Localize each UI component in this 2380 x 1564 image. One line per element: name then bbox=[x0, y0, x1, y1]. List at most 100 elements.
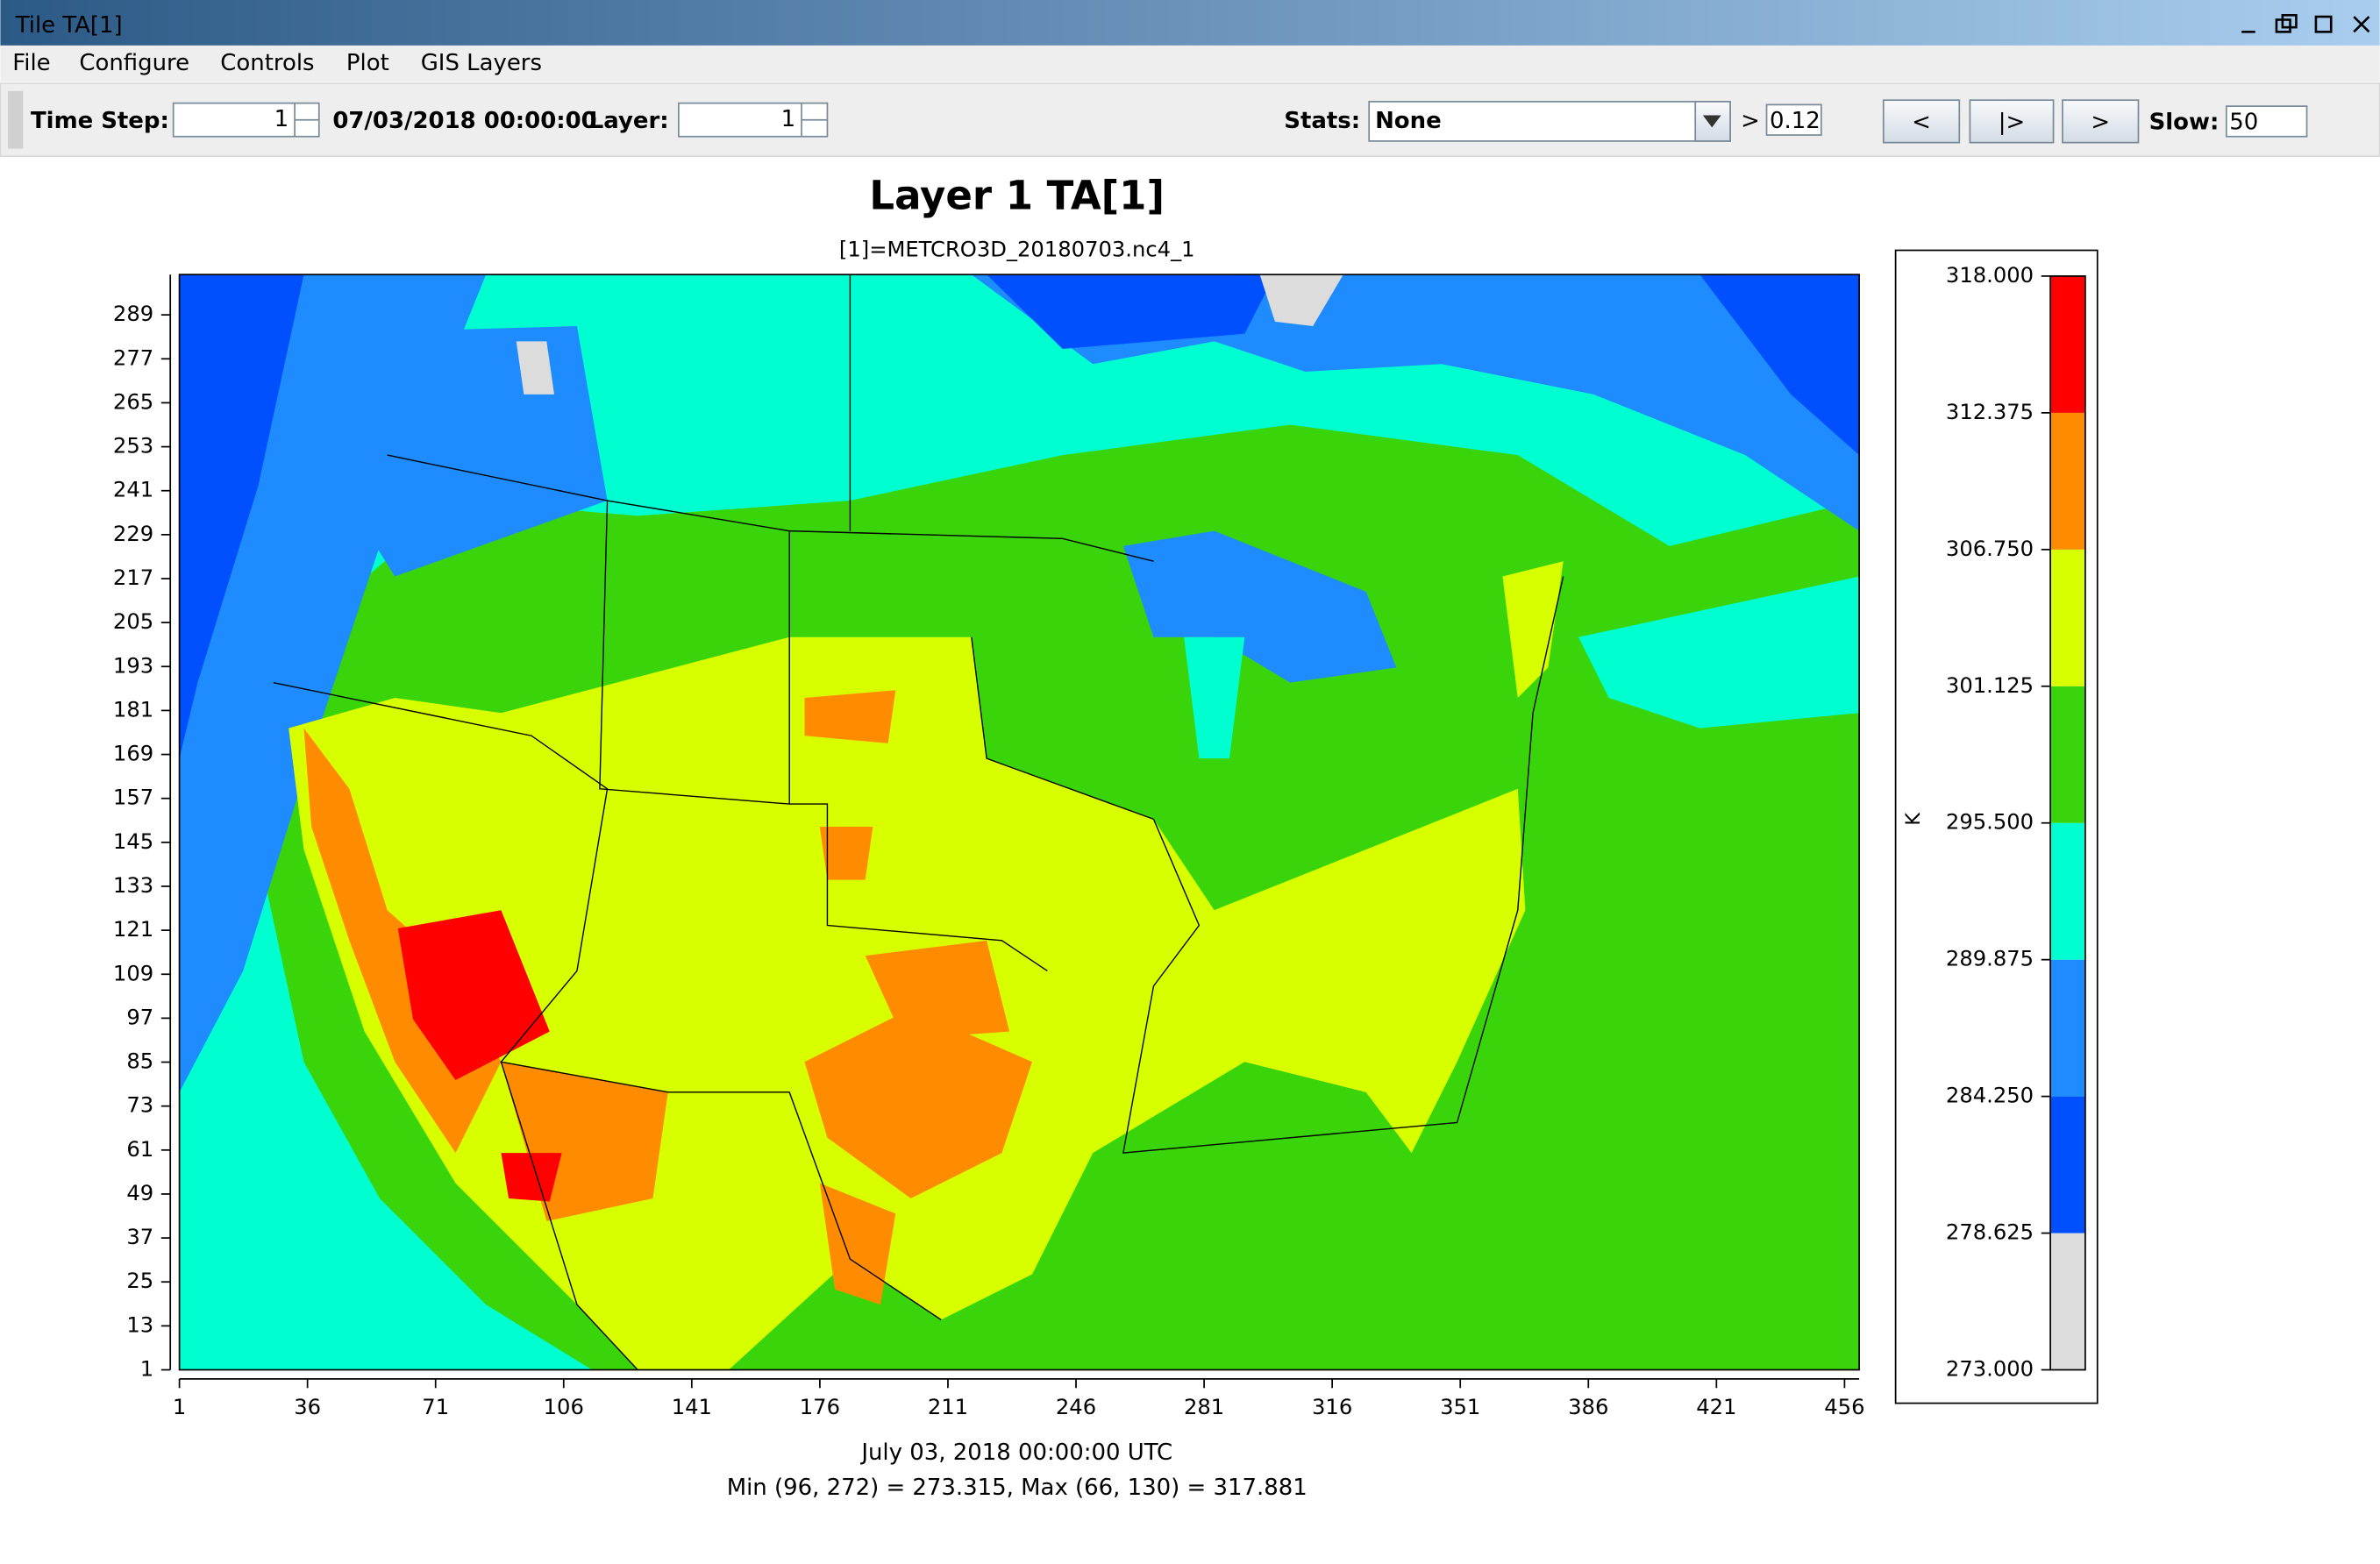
menu-item[interactable]: GIS Layers bbox=[421, 50, 542, 76]
map-region bbox=[1578, 576, 1860, 729]
y-tick-label: 241 bbox=[113, 478, 153, 502]
menu-item[interactable]: Plot bbox=[346, 50, 389, 76]
x-tick-label: 316 bbox=[1312, 1395, 1352, 1419]
threshold-field[interactable] bbox=[1765, 103, 1822, 136]
x-tick-label: 421 bbox=[1696, 1395, 1736, 1419]
window-controls[interactable] bbox=[2241, 14, 2370, 33]
dropdown-arrow bbox=[1702, 115, 1721, 128]
legend-swatch bbox=[2050, 686, 2085, 823]
x-tick-label: 246 bbox=[1056, 1395, 1096, 1419]
nav-button-label[interactable]: |> bbox=[1999, 110, 2025, 136]
map-region bbox=[987, 274, 1275, 349]
menu-item[interactable]: Configure bbox=[79, 50, 189, 76]
menu-bar bbox=[0, 45, 2380, 82]
legend-label: 306.750 bbox=[1946, 537, 2034, 561]
layer-value[interactable]: 1 bbox=[781, 106, 796, 132]
y-tick-label: 85 bbox=[126, 1049, 153, 1074]
footer-minmax: Min (96, 272) = 273.315, Max (66, 130) =… bbox=[727, 1475, 1308, 1501]
map-frame bbox=[178, 274, 1860, 1371]
y-tick-label: 61 bbox=[126, 1137, 153, 1162]
x-tick-label: 211 bbox=[928, 1395, 968, 1419]
map-border bbox=[500, 1062, 638, 1370]
y-tick-label: 205 bbox=[113, 609, 153, 634]
time-step-value[interactable]: 1 bbox=[274, 106, 289, 132]
y-tick-label: 97 bbox=[126, 1005, 153, 1029]
footer-date: July 03, 2018 00:00:00 UTC bbox=[859, 1440, 1172, 1466]
legend-label: 301.125 bbox=[1946, 673, 2034, 698]
nav-button-label[interactable]: < bbox=[1912, 110, 1931, 136]
x-tick-label: 141 bbox=[672, 1395, 712, 1419]
map-region bbox=[1699, 274, 1860, 456]
threshold-prefix: > bbox=[1741, 108, 1760, 134]
plot-subtitle: [1]=METCRO3D_20180703.nc4_1 bbox=[839, 238, 1195, 262]
menu-item[interactable]: Controls bbox=[220, 50, 314, 76]
map-region bbox=[397, 910, 550, 1081]
legend-label: 312.375 bbox=[1946, 400, 2034, 424]
layer-label: Layer: bbox=[589, 108, 669, 134]
x-tick-label: 71 bbox=[422, 1395, 449, 1419]
nav-button[interactable] bbox=[1882, 99, 1961, 144]
map-region bbox=[804, 1008, 1033, 1198]
legend-swatch bbox=[2050, 549, 2085, 686]
y-tick-label: 13 bbox=[126, 1312, 153, 1337]
y-tick-label: 217 bbox=[113, 565, 153, 590]
y-tick-label: 229 bbox=[113, 522, 153, 546]
legend-swatch bbox=[2050, 1096, 2085, 1233]
map-region bbox=[819, 1183, 896, 1305]
slow-value[interactable]: 50 bbox=[2229, 110, 2258, 136]
legend-swatch bbox=[2050, 1233, 2085, 1370]
map-region bbox=[1259, 274, 1343, 327]
slow-label: Slow: bbox=[2149, 110, 2220, 136]
nav-button[interactable] bbox=[1969, 99, 2055, 144]
title-bar bbox=[0, 0, 2380, 46]
map-region bbox=[865, 940, 1010, 1040]
y-tick-label: 121 bbox=[113, 917, 153, 942]
legend-swatch bbox=[2050, 822, 2085, 960]
legend-label: 273.000 bbox=[1946, 1357, 2034, 1382]
y-tick-label: 145 bbox=[113, 829, 153, 854]
y-tick-label: 265 bbox=[113, 389, 153, 414]
slow-field[interactable] bbox=[2225, 105, 2308, 138]
map-region bbox=[971, 274, 1860, 531]
y-tick-label: 277 bbox=[113, 345, 153, 370]
x-tick-label: 281 bbox=[1184, 1395, 1224, 1419]
map-border bbox=[971, 576, 1564, 1154]
x-tick-label: 1 bbox=[173, 1395, 186, 1419]
y-tick-label: 169 bbox=[113, 742, 153, 766]
x-tick-label: 351 bbox=[1440, 1395, 1480, 1419]
x-tick-label: 106 bbox=[544, 1395, 584, 1419]
nav-button[interactable] bbox=[2062, 99, 2140, 144]
legend-swatch bbox=[2050, 412, 2085, 550]
time-step-label: Time Step: bbox=[31, 108, 169, 134]
map-region bbox=[516, 341, 554, 395]
x-tick-label: 386 bbox=[1568, 1395, 1608, 1419]
plot-title: Layer 1 TA[1] bbox=[869, 173, 1165, 219]
stats-label: Stats: bbox=[1284, 108, 1360, 134]
legend-label: 278.625 bbox=[1946, 1220, 2034, 1245]
y-tick-label: 133 bbox=[113, 873, 153, 898]
map bbox=[179, 274, 1860, 1370]
y-tick-label: 37 bbox=[126, 1225, 153, 1249]
threshold-value[interactable]: 0.12 bbox=[1770, 108, 1821, 134]
stats-value[interactable]: None bbox=[1375, 108, 1442, 134]
y-tick-label: 109 bbox=[113, 961, 153, 985]
y-tick-label: 1 bbox=[140, 1357, 153, 1382]
legend-label: 318.000 bbox=[1946, 263, 2034, 288]
map-region bbox=[501, 1153, 562, 1202]
map-region bbox=[819, 827, 873, 880]
y-tick-label: 193 bbox=[113, 653, 153, 678]
map-region bbox=[804, 690, 896, 743]
y-tick-label: 73 bbox=[126, 1093, 153, 1118]
x-tick-label: 456 bbox=[1824, 1395, 1864, 1419]
menu-item[interactable]: File bbox=[12, 50, 50, 76]
nav-button-label[interactable]: > bbox=[2091, 110, 2110, 136]
legend-unit: K bbox=[1902, 812, 1925, 826]
legend-label: 284.250 bbox=[1946, 1084, 2034, 1108]
legend-label: 295.500 bbox=[1946, 810, 2034, 835]
map-region bbox=[1502, 561, 1564, 698]
legend-swatch bbox=[2050, 959, 2085, 1097]
map-region bbox=[179, 274, 304, 759]
map-region bbox=[1184, 636, 1245, 759]
legend-swatch bbox=[2050, 275, 2085, 413]
y-tick-label: 49 bbox=[126, 1181, 153, 1205]
